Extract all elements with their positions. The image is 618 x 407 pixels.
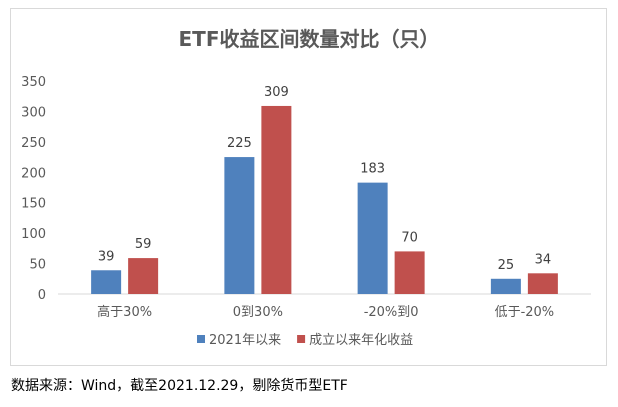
legend-swatch xyxy=(197,335,205,343)
legend-swatch xyxy=(297,335,306,343)
y-tick-label: 100 xyxy=(21,227,46,242)
data-label: 25 xyxy=(498,258,515,273)
bar xyxy=(527,273,558,294)
data-label: 34 xyxy=(535,252,552,267)
bar xyxy=(490,278,521,294)
bar-chart: ETF收益区间数量对比（只） 0 50 100 150 200 250 300 350 高于3… xyxy=(21,27,591,348)
y-tick-label: 0 xyxy=(38,288,46,303)
chart-frame: ETF收益区间数量对比（只） 0 50 100 150 200 250 300 350 高于3… xyxy=(10,8,607,366)
data-label: 59 xyxy=(135,237,152,252)
y-tick-label: 200 xyxy=(21,166,46,181)
data-label: 309 xyxy=(264,85,289,100)
data-label: 39 xyxy=(98,249,115,264)
x-axis: 高于30% 0到30% -20%到0 低于-20% xyxy=(58,293,591,320)
bars: 39 59 225 309 183 70 25 34 xyxy=(91,85,558,294)
bar xyxy=(394,251,425,294)
x-tick-label: 低于-20% xyxy=(495,305,555,320)
legend-label: 2021年以来 xyxy=(209,333,281,348)
y-tick-label: 150 xyxy=(21,197,46,212)
legend: 2021年以来 成立以来年化收益 xyxy=(197,333,413,348)
bar xyxy=(357,182,388,294)
source-note: 数据来源：Wind，截至2021.12.29，剔除货币型ETF xyxy=(11,378,348,394)
y-axis: 0 50 100 150 200 250 300 350 xyxy=(21,75,46,303)
data-label: 183 xyxy=(360,162,385,177)
bar xyxy=(128,258,159,294)
data-label: 225 xyxy=(227,136,252,151)
x-tick-label: -20%到0 xyxy=(364,305,419,320)
chart-title: ETF收益区间数量对比（只） xyxy=(179,27,440,51)
x-tick-label: 高于30% xyxy=(97,304,152,320)
bar xyxy=(224,157,255,294)
legend-label: 成立以来年化收益 xyxy=(309,333,413,348)
bar xyxy=(261,105,292,294)
y-tick-label: 50 xyxy=(29,258,46,273)
y-tick-label: 300 xyxy=(21,105,46,120)
x-tick-label: 0到30% xyxy=(233,305,283,320)
data-label: 70 xyxy=(401,230,418,245)
y-tick-label: 350 xyxy=(21,75,46,90)
bar xyxy=(91,270,122,294)
y-tick-label: 250 xyxy=(21,136,46,151)
